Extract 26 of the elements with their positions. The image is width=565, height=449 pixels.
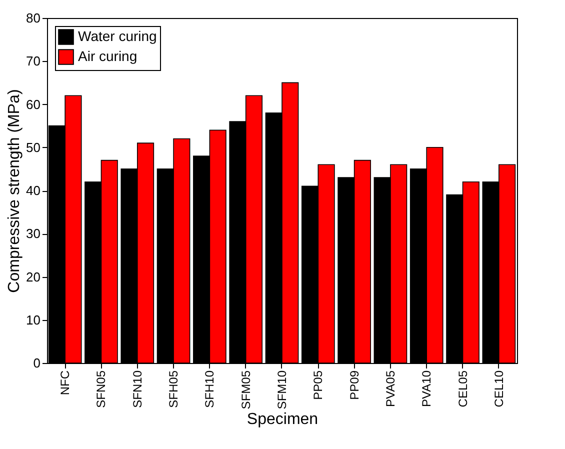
x-tick-label: SFN10 — [130, 370, 144, 408]
y-axis-title: Compressive strength (MPa) — [6, 89, 24, 293]
x-tick-label: SFH10 — [202, 370, 217, 408]
x-tick-label: PP05 — [311, 370, 326, 400]
y-tick-label: 20 — [26, 269, 40, 284]
x-tick-label: PP09 — [347, 370, 362, 400]
x-tick-label: NFC — [58, 370, 72, 396]
y-tick-label: 70 — [26, 54, 40, 69]
y-tick-label: 40 — [26, 183, 40, 198]
x-tick-label: CEL05 — [456, 370, 470, 408]
x-tick-label: CEL10 — [492, 370, 506, 408]
y-tick-label: 30 — [26, 226, 40, 242]
x-tick-label: SFH05 — [166, 370, 181, 408]
y-tick-label: 10 — [26, 312, 40, 328]
x-tick-label: SFN05 — [94, 370, 108, 408]
y-tick-label: 60 — [26, 96, 40, 112]
y-tick-label: 50 — [26, 140, 40, 155]
legend-label: Air curing — [78, 48, 138, 64]
x-tick-label: PVA05 — [383, 370, 398, 407]
x-tick-label: SFM05 — [238, 370, 253, 410]
x-axis-title: Specimen — [246, 411, 318, 428]
legend-label: Water curing — [78, 28, 157, 44]
x-tick-label: PVA10 — [420, 370, 434, 407]
y-tick-label: 0 — [33, 356, 40, 370]
y-tick-label: 80 — [26, 10, 40, 26]
x-tick-label: SFM10 — [275, 370, 289, 410]
